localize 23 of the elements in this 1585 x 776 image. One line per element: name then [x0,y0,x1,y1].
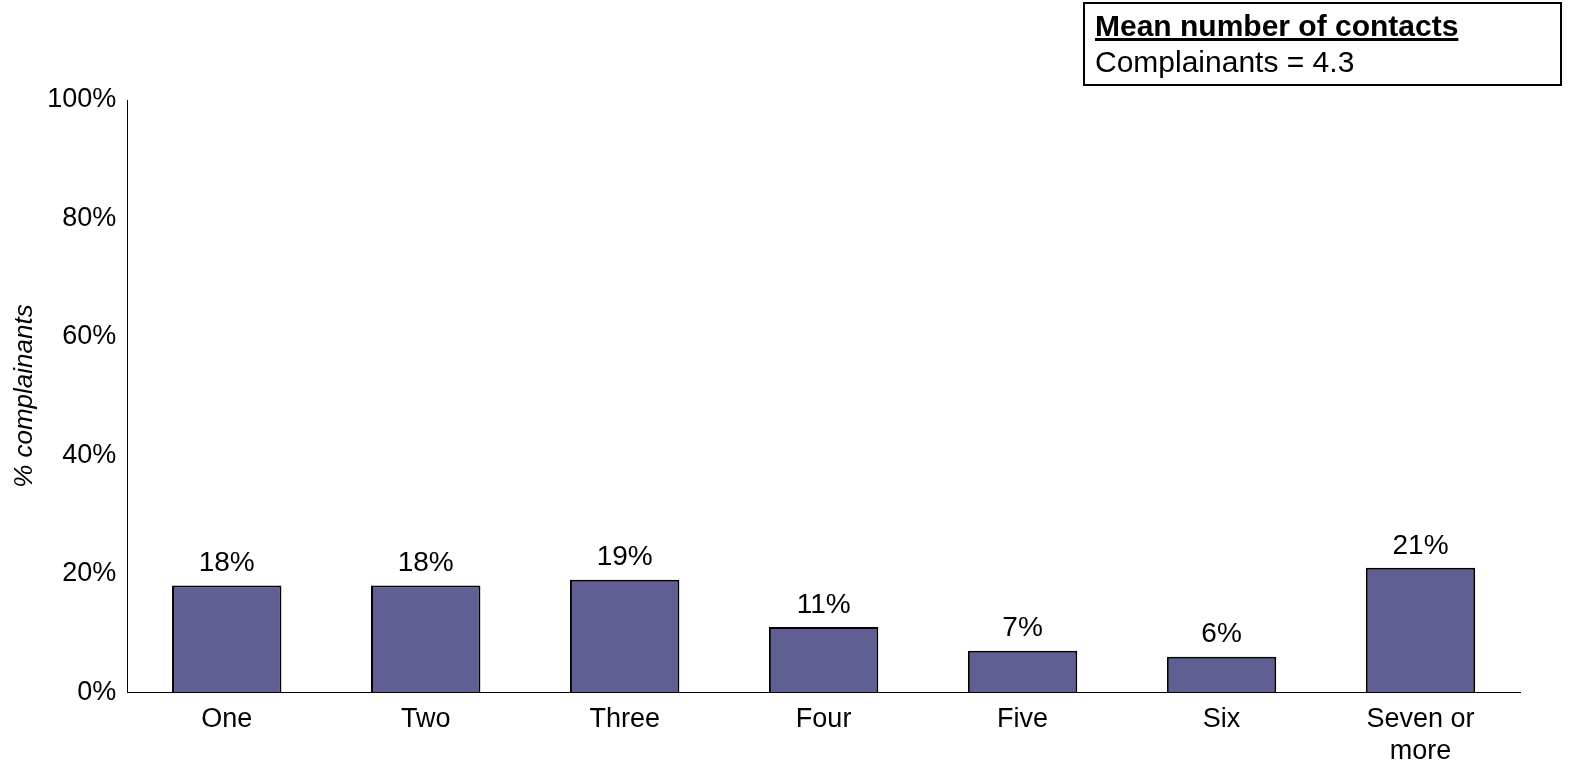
x-tick-label: Four [795,702,852,733]
y-tick-label: 40% [62,438,117,469]
data-label: 6% [1201,617,1242,649]
y-tick-label: 100% [47,83,117,114]
y-tick-label: 60% [62,320,117,351]
data-label: 18% [198,546,255,578]
x-tick-label: Two [400,702,451,733]
x-tick-label: Six [1202,702,1241,733]
x-tick-label: Seven or more [1366,702,1475,766]
y-axis-title: % complainants [7,304,38,488]
data-label: 19% [596,540,653,572]
data-label: 18% [397,546,454,578]
y-tick-label: 20% [62,557,117,588]
y-tick-label: 0% [77,675,117,706]
x-tick-label: Five [997,702,1049,733]
x-tick-label: Three [589,702,660,733]
y-tick-label: 80% [62,201,117,232]
data-label: 11% [796,587,851,619]
text: Mean number of contacts [1095,8,1460,44]
x-tick-label: One [201,702,253,733]
data-label: 7% [1002,611,1043,643]
data-label: 21% [1392,528,1449,560]
text: Complainants = 4.3 [1095,44,1356,80]
